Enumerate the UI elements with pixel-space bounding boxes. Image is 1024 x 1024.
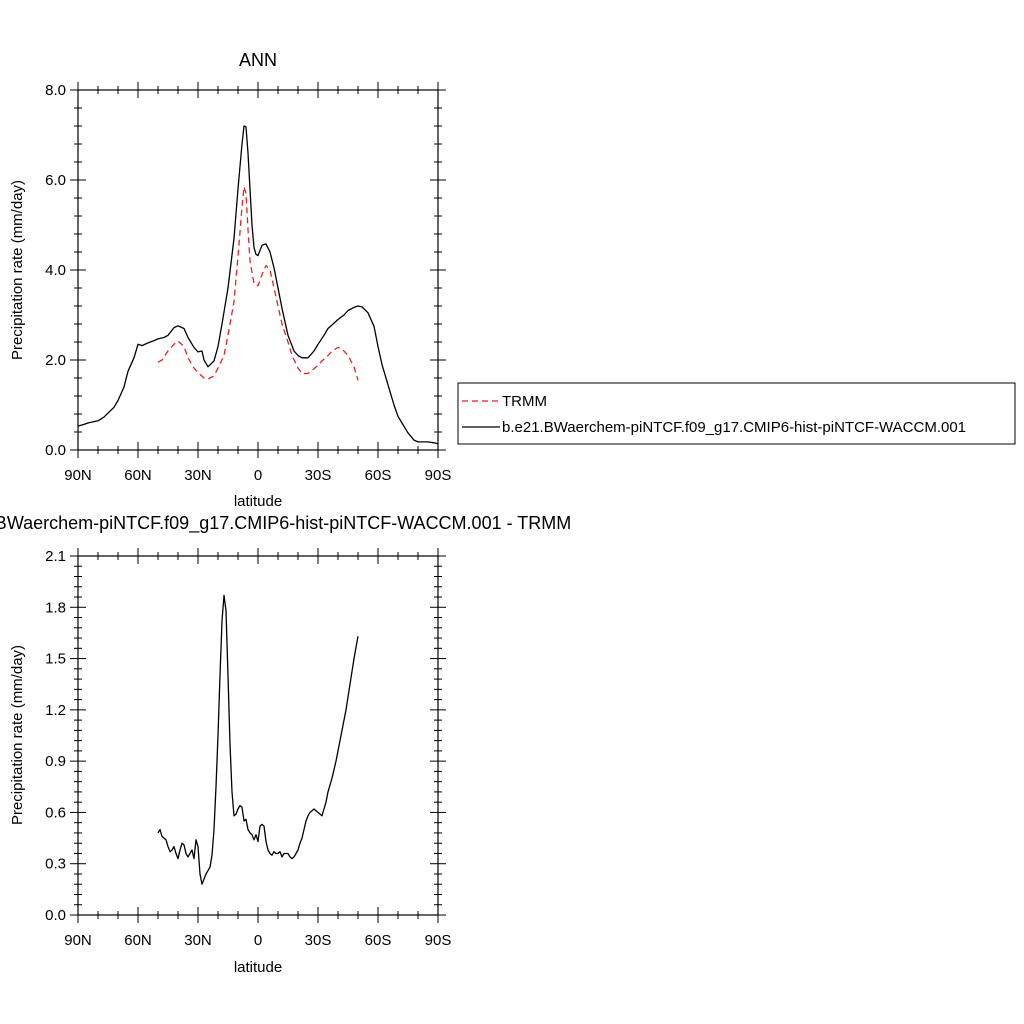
series-line-1 xyxy=(77,125,439,445)
series-line-0 xyxy=(157,186,359,381)
legend: TRMM b.e21.BWaerchem-piNTCF.f09_g17.CMIP… xyxy=(457,382,1016,445)
x-tick-label: 90N xyxy=(64,467,92,484)
x-axis-label: latitude xyxy=(234,959,282,976)
y-tick-label: 1.5 xyxy=(45,651,66,668)
x-tick-label: 30S xyxy=(305,932,332,949)
x-axis: 90N 60N 30N 0 30S 60S 90S xyxy=(64,82,451,484)
x-tick-label: 0 xyxy=(254,467,262,484)
y-tick-label: 0.6 xyxy=(45,804,66,821)
climatology-panel: ANN 0.02.04.06.08.0 90N 60N 30N 0 30S 60S 90S … xyxy=(9,50,451,510)
series-line-0 xyxy=(157,594,359,885)
chart-title: b.e21.BWaerchem-piNTCF.f09_g17.CMIP6-his… xyxy=(0,513,571,534)
y-tick-label: 0.9 xyxy=(45,753,66,770)
x-tick-label: 30N xyxy=(184,932,212,949)
x-tick-label: 90S xyxy=(425,467,452,484)
x-tick-label: 30N xyxy=(184,467,212,484)
y-axis: 0.0 2.0 4.0 6.0 8.0 xyxy=(45,82,446,459)
x-tick-label: 60N xyxy=(124,467,152,484)
y-tick-label: 2.0 xyxy=(45,352,66,369)
y-axis-label: Precipitation rate (mm/day) xyxy=(9,180,26,360)
plot-frame xyxy=(77,89,439,451)
y-tick-label: 1.2 xyxy=(45,702,66,719)
legend-box xyxy=(457,382,1016,445)
x-tick-label: 60N xyxy=(124,932,152,949)
x-tick-label: 90N xyxy=(64,932,92,949)
y-tick-label: 0.3 xyxy=(45,856,66,873)
x-tick-label: 90S xyxy=(425,932,452,949)
y-tick-label: 8.0 xyxy=(45,82,66,99)
y-tick-label: 2.1 xyxy=(45,548,66,565)
chart-title: ANN xyxy=(239,50,277,70)
x-tick-label: 0 xyxy=(254,932,262,949)
plot-lines xyxy=(157,594,359,885)
y-tick-label: 0.0 xyxy=(45,442,66,459)
difference-panel: b.e21.BWaerchem-piNTCF.f09_g17.CMIP6-his… xyxy=(0,513,571,976)
x-axis: 90N 60N 30N 0 30S 60S 90S xyxy=(64,548,451,949)
plot-lines xyxy=(77,125,439,445)
x-tick-label: 60S xyxy=(365,932,392,949)
x-tick-label: 30S xyxy=(305,467,332,484)
y-tick-label: 1.8 xyxy=(45,599,66,616)
x-axis-label: latitude xyxy=(234,493,282,510)
y-axis: 0.0 0.3 0.6 0.9 1.2 1.5 1.8 2.1 xyxy=(45,548,446,924)
y-tick-label: 0.0 xyxy=(45,907,66,924)
legend-label-model: b.e21.BWaerchem-piNTCF.f09_g17.CMIP6-his… xyxy=(502,419,966,436)
plot-frame xyxy=(77,555,439,916)
x-tick-label: 60S xyxy=(365,467,392,484)
y-tick-label: 6.0 xyxy=(45,172,66,189)
y-axis-label: Precipitation rate (mm/day) xyxy=(9,645,26,825)
legend-label-trmm: TRMM xyxy=(502,393,547,410)
y-tick-label: 4.0 xyxy=(45,262,66,279)
